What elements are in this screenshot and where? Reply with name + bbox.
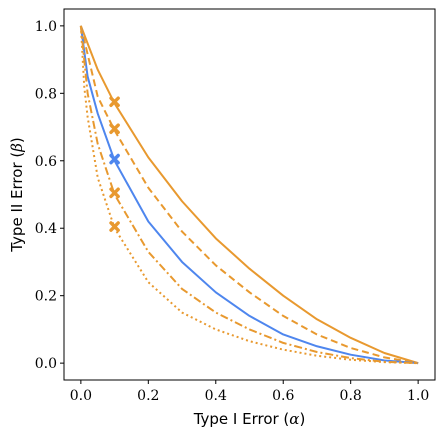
series-line-2 [79,25,419,365]
x-tick-label: 1.0 [407,388,429,404]
y-tick-label: 0.2 [35,289,57,305]
x-marker-3 [109,153,120,165]
y-tick-label: 0.0 [35,356,57,372]
y-axis-label: Type II Error (β) [8,137,26,253]
x-marker-1 [109,96,120,108]
series-layer [79,25,419,365]
series-line-1 [79,25,419,365]
x-tick-label: 0.8 [340,388,362,404]
plot-frame [63,8,436,381]
x-axis-label: Type I Error (α) [193,410,306,428]
y-axis-ticks: 0.0 0.2 0.4 0.6 0.8 1.0 [35,19,64,372]
x-tick-label: 0.4 [205,388,227,404]
x-axis-ticks: 0.0 0.2 0.4 0.6 0.8 1.0 [70,380,429,404]
series-line-5 [79,25,419,365]
y-tick-label: 1.0 [35,19,57,35]
y-tick-label: 0.6 [35,154,57,170]
x-tick-label: 0.2 [137,388,159,404]
x-tick-label: 0.0 [70,388,92,404]
x-marker-5 [109,221,120,232]
y-tick-label: 0.8 [35,86,57,102]
y-tick-label: 0.4 [35,221,57,237]
marker-layer [109,96,120,232]
x-marker-2 [109,123,120,135]
series-line-3 [79,25,419,365]
series-line-4 [79,25,419,365]
x-tick-label: 0.6 [272,388,294,404]
x-marker-4 [109,187,120,199]
